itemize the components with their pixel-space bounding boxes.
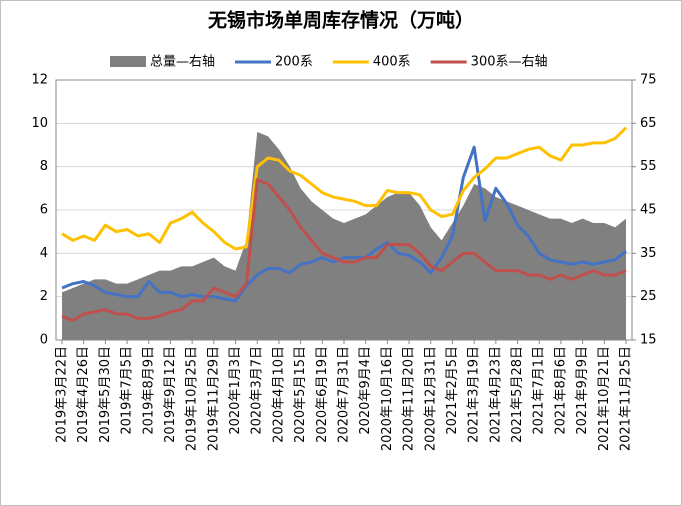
legend-label: 300系—右轴 — [471, 55, 548, 70]
x-tick-label: 2019年3月22日 — [55, 346, 70, 443]
x-tick-label: 2020年9月4日 — [358, 346, 373, 435]
x-tick-label: 2019年10月25日 — [185, 346, 200, 451]
x-tick-label: 2020年6月19日 — [315, 346, 330, 443]
x-tick-label: 2021年7月1日 — [532, 346, 547, 435]
x-tick-label: 2021年3月19日 — [467, 346, 482, 443]
x-tick-label: 2021年5月28日 — [510, 346, 525, 443]
y-tick-label: 4 — [40, 246, 48, 261]
y2-tick-label: 15 — [640, 333, 657, 348]
y-tick-label: 12 — [31, 73, 48, 88]
y-tick-label: 10 — [31, 116, 48, 131]
x-tick-label: 2021年10月21日 — [597, 346, 612, 451]
line — [61, 126, 628, 251]
x-tick-label: 2021年9月9日 — [575, 346, 590, 435]
x-tick-label: 2019年9月12日 — [163, 346, 178, 443]
x-tick-label: 2019年4月26日 — [76, 346, 91, 443]
y-tick-label: 2 — [40, 289, 48, 304]
legend-label: 总量—右轴 — [150, 55, 215, 70]
x-tick-label: 2020年11月20日 — [402, 346, 417, 451]
area — [62, 132, 626, 340]
x-tick-label: 2019年8月9日 — [141, 346, 156, 435]
line — [61, 178, 627, 322]
line — [61, 145, 627, 303]
legend-label: 400系 — [373, 55, 411, 70]
y-tick-label: 6 — [40, 203, 48, 218]
x-tick-label: 2019年11月29日 — [206, 346, 221, 451]
x-tick-label: 2020年5月15日 — [293, 346, 308, 443]
y2-tick-label: 65 — [640, 116, 657, 131]
x-tick-label: 2020年1月3日 — [228, 346, 243, 435]
y2-tick-label: 55 — [640, 159, 657, 174]
y2-tick-label: 45 — [640, 203, 657, 218]
x-tick-label: 2021年2月5日 — [445, 346, 460, 435]
x-tick-label: 2019年7月5日 — [120, 346, 135, 435]
x-tick-label: 2020年10月16日 — [380, 346, 395, 451]
x-tick-label: 2021年4月23日 — [488, 346, 503, 443]
legend-swatch — [110, 56, 146, 67]
y-tick-label: 8 — [40, 159, 48, 174]
x-tick-label: 2020年4月10日 — [271, 346, 286, 443]
x-tick-label: 2019年5月30日 — [98, 346, 113, 443]
legend-label: 200系 — [275, 55, 313, 70]
chart-title: 无锡市场单周库存情况（万吨） — [208, 8, 474, 31]
x-tick-label: 2020年7月31日 — [337, 346, 352, 443]
y2-tick-label: 35 — [640, 246, 657, 261]
x-tick-label: 2021年11月25日 — [619, 346, 634, 451]
x-tick-label: 2020年3月7日 — [250, 346, 265, 435]
y2-tick-label: 75 — [640, 73, 657, 88]
y2-tick-label: 25 — [640, 289, 657, 304]
x-tick-label: 2020年12月31日 — [423, 346, 438, 451]
y-tick-label: 0 — [40, 333, 48, 348]
x-tick-label: 2021年8月6日 — [553, 346, 568, 435]
